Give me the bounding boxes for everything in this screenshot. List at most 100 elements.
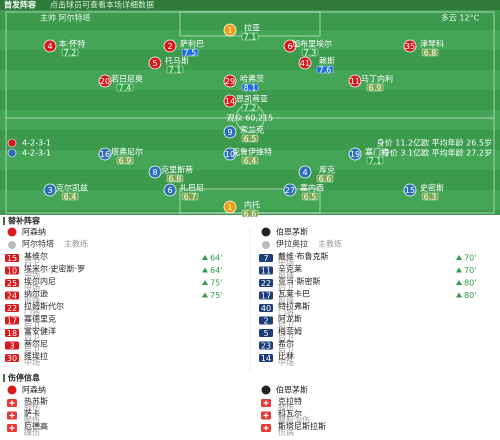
player-name[interactable]: 扎巴尼 bbox=[180, 183, 204, 193]
player-name[interactable]: 萨利巴 bbox=[180, 39, 204, 49]
sub-number-badge bbox=[259, 291, 273, 300]
sub-number: 15 bbox=[7, 254, 17, 263]
player-badge[interactable] bbox=[223, 74, 237, 88]
player-badge[interactable] bbox=[148, 56, 162, 70]
sub-position: 后卫 bbox=[24, 257, 40, 267]
player-name[interactable]: 克鲁伊维特 bbox=[232, 147, 272, 157]
section-accent bbox=[3, 374, 5, 382]
sub-number-badge bbox=[5, 341, 19, 350]
player-badge[interactable] bbox=[43, 183, 57, 197]
player-name[interactable]: 本·怀特 bbox=[59, 39, 86, 49]
player-name[interactable]: 津琴科 bbox=[420, 39, 444, 49]
rating-box bbox=[301, 48, 319, 57]
player-badge[interactable] bbox=[283, 39, 297, 53]
player-badge[interactable] bbox=[223, 23, 237, 37]
player-rating: 6.8 bbox=[169, 174, 182, 183]
player-badge[interactable] bbox=[223, 147, 237, 161]
sub-name[interactable]: 拉姆斯代尔 bbox=[24, 301, 64, 311]
player-name[interactable]: 拉亚 bbox=[244, 23, 260, 33]
sub-number: 25 bbox=[7, 279, 17, 288]
sub-name[interactable]: 特拉弗斯 bbox=[278, 301, 310, 311]
sub-position: 前锋 bbox=[278, 270, 294, 280]
player-name[interactable]: 克里斯蒂 bbox=[161, 165, 193, 175]
team-logo bbox=[261, 385, 271, 395]
player-badge[interactable] bbox=[163, 39, 177, 53]
injury-name[interactable]: 斯塔尼斯拉斯 bbox=[278, 421, 326, 431]
player-name[interactable]: 哈弗茨 bbox=[240, 74, 264, 84]
injury-name[interactable]: 萨卡 bbox=[24, 409, 40, 419]
sub-number: 11 bbox=[261, 266, 271, 275]
sub-name[interactable]: 塞德里克 bbox=[24, 314, 56, 324]
player-badge[interactable] bbox=[298, 165, 312, 179]
sub-position: 后卫 bbox=[24, 345, 40, 355]
player-badge[interactable] bbox=[148, 165, 162, 179]
player-number: 19 bbox=[350, 150, 360, 159]
player-rating: 6.4 bbox=[244, 156, 257, 165]
player-name[interactable]: 马丁内利 bbox=[361, 74, 393, 84]
player-name[interactable]: 克尔凯兹 bbox=[56, 183, 88, 193]
player-name[interactable]: 托马斯 bbox=[165, 56, 189, 66]
player-name[interactable]: 赖斯 bbox=[319, 56, 335, 66]
player-name[interactable]: 加布里埃尔 bbox=[292, 39, 332, 49]
sub-name[interactable]: 埃尔内尼 bbox=[24, 276, 56, 286]
player-badge[interactable] bbox=[223, 200, 237, 214]
player-badge[interactable] bbox=[98, 74, 112, 88]
player-name[interactable]: 库克 bbox=[319, 165, 335, 175]
sub-minute: 75' bbox=[210, 279, 222, 288]
sub-name[interactable]: 瓦莱卡巴 bbox=[278, 289, 310, 299]
team-stats: 身价 3.1亿欧 平均年龄 27.2岁 bbox=[382, 148, 492, 158]
sub-name[interactable]: 维埃拉 bbox=[24, 351, 48, 361]
sub-name[interactable]: 戴维·布鲁克斯 bbox=[278, 251, 329, 261]
sub-position: 中场 bbox=[24, 282, 40, 292]
player-badge[interactable] bbox=[223, 125, 237, 139]
player-name[interactable]: 塔弗尼尔 bbox=[111, 147, 143, 157]
player-name[interactable]: 史密斯 bbox=[420, 183, 444, 193]
rating-box bbox=[241, 209, 259, 218]
injury-cross bbox=[9, 425, 15, 431]
player-badge[interactable] bbox=[223, 94, 237, 108]
sub-name[interactable]: 埃米尔·史密斯·罗 bbox=[24, 264, 85, 274]
sub-number: 40 bbox=[261, 304, 271, 313]
lineup-title: 首发阵容 bbox=[4, 0, 36, 10]
player-name[interactable]: 恩凯蒂亚 bbox=[236, 94, 268, 104]
sub-name[interactable]: 辛克莱 bbox=[278, 264, 302, 274]
player-badge[interactable] bbox=[403, 183, 417, 197]
sub-name[interactable]: 基维尔 bbox=[24, 251, 48, 261]
injury-reason: 踝伤 bbox=[24, 427, 40, 437]
sub-name[interactable]: 梅菲姆 bbox=[278, 326, 302, 336]
player-number: 11 bbox=[350, 77, 360, 86]
injury-name[interactable]: 热苏斯 bbox=[24, 396, 48, 406]
injury-name[interactable]: 科瓦尔 bbox=[278, 409, 302, 419]
coach-note: 主帅 阿尔特塔 bbox=[40, 13, 91, 23]
injury-cross bbox=[263, 425, 269, 431]
sub-name[interactable]: 比林 bbox=[278, 351, 294, 361]
sub-position: 中场 bbox=[278, 357, 294, 367]
sub-position: 前锋 bbox=[24, 295, 40, 305]
player-name[interactable]: 内托 bbox=[244, 200, 260, 210]
player-name[interactable]: 塞内西 bbox=[300, 183, 324, 193]
sub-in-icon bbox=[456, 267, 462, 273]
injury-name[interactable]: 克拉特 bbox=[278, 396, 302, 406]
player-name[interactable]: 若日尼奥 bbox=[111, 74, 143, 84]
coach-name: 阿尔特塔 bbox=[22, 239, 54, 249]
player-name[interactable]: 索兰克 bbox=[240, 125, 264, 135]
sub-name[interactable]: 蒂尔尼 bbox=[24, 339, 48, 349]
player-badge[interactable] bbox=[348, 147, 362, 161]
player-name[interactable]: 塞门约 bbox=[365, 147, 389, 157]
injury-name[interactable]: 厄德高 bbox=[24, 421, 48, 431]
sub-number: 17 bbox=[7, 316, 17, 325]
sub-name[interactable]: 纳尔逊 bbox=[24, 289, 48, 299]
player-badge[interactable] bbox=[43, 39, 57, 53]
player-badge[interactable] bbox=[163, 183, 177, 197]
sub-name[interactable]: 希尔 bbox=[278, 339, 294, 349]
sub-name[interactable]: 阿龙斯 bbox=[278, 314, 302, 324]
sub-position: 前锋 bbox=[278, 295, 294, 305]
player-badge[interactable] bbox=[283, 183, 297, 197]
player-rating: 6.8 bbox=[424, 48, 437, 57]
player-badge[interactable] bbox=[98, 147, 112, 161]
player-badge[interactable] bbox=[348, 74, 362, 88]
player-badge[interactable] bbox=[403, 39, 417, 53]
player-badge[interactable] bbox=[298, 56, 312, 70]
sub-name[interactable]: 富安健洋 bbox=[24, 326, 56, 336]
sub-name[interactable]: 亚当·斯密斯 bbox=[278, 276, 321, 286]
